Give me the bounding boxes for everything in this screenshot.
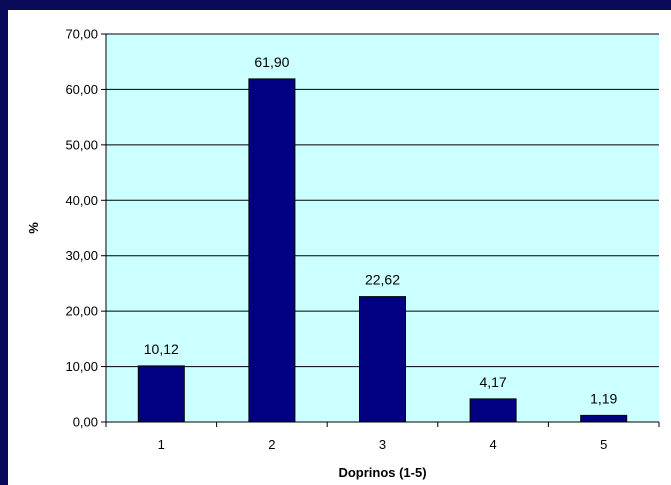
y-tick-label: 60,00	[65, 82, 98, 97]
y-tick-label: 0,00	[73, 415, 98, 430]
data-labels: 10,12 61,90 22,62 4,17 1,19	[144, 54, 618, 407]
data-label-1: 10,12	[144, 341, 179, 357]
x-tick-label: 1	[158, 437, 165, 452]
y-axis-ticks: 0,00 10,00 20,00 30,00 40,00 50,00 60,00 70,00	[65, 27, 106, 430]
y-tick-label: 20,00	[65, 304, 98, 319]
y-tick-label: 10,00	[65, 359, 98, 374]
bar-5	[580, 414, 628, 423]
bar-1	[137, 365, 185, 423]
data-label-4: 4,17	[479, 374, 506, 390]
data-label-2: 61,90	[254, 54, 289, 70]
y-tick-label: 30,00	[65, 248, 98, 263]
data-label-3: 22,62	[365, 272, 400, 288]
bar-4	[469, 398, 517, 423]
bar-2	[248, 78, 296, 423]
y-axis-title: %	[26, 222, 41, 234]
x-tick-label: 2	[268, 437, 275, 452]
x-tick-label: 5	[600, 437, 607, 452]
chart-area: 10,12 61,90 22,62 4,17 1,19 0,00 10,00 20,00 30…	[8, 10, 671, 485]
axes	[105, 34, 659, 423]
y-tick-label: 50,00	[65, 137, 98, 152]
x-axis-title: Doprinos (1-5)	[338, 465, 426, 480]
y-tick-label: 70,00	[65, 27, 98, 42]
x-axis-ticks: 1 2 3 4 5	[105, 422, 660, 452]
data-label-5: 1,19	[590, 390, 617, 406]
bar-3	[359, 296, 406, 423]
y-tick-label: 40,00	[65, 193, 98, 208]
x-tick-label: 4	[489, 437, 496, 452]
x-tick-label: 3	[379, 437, 386, 452]
